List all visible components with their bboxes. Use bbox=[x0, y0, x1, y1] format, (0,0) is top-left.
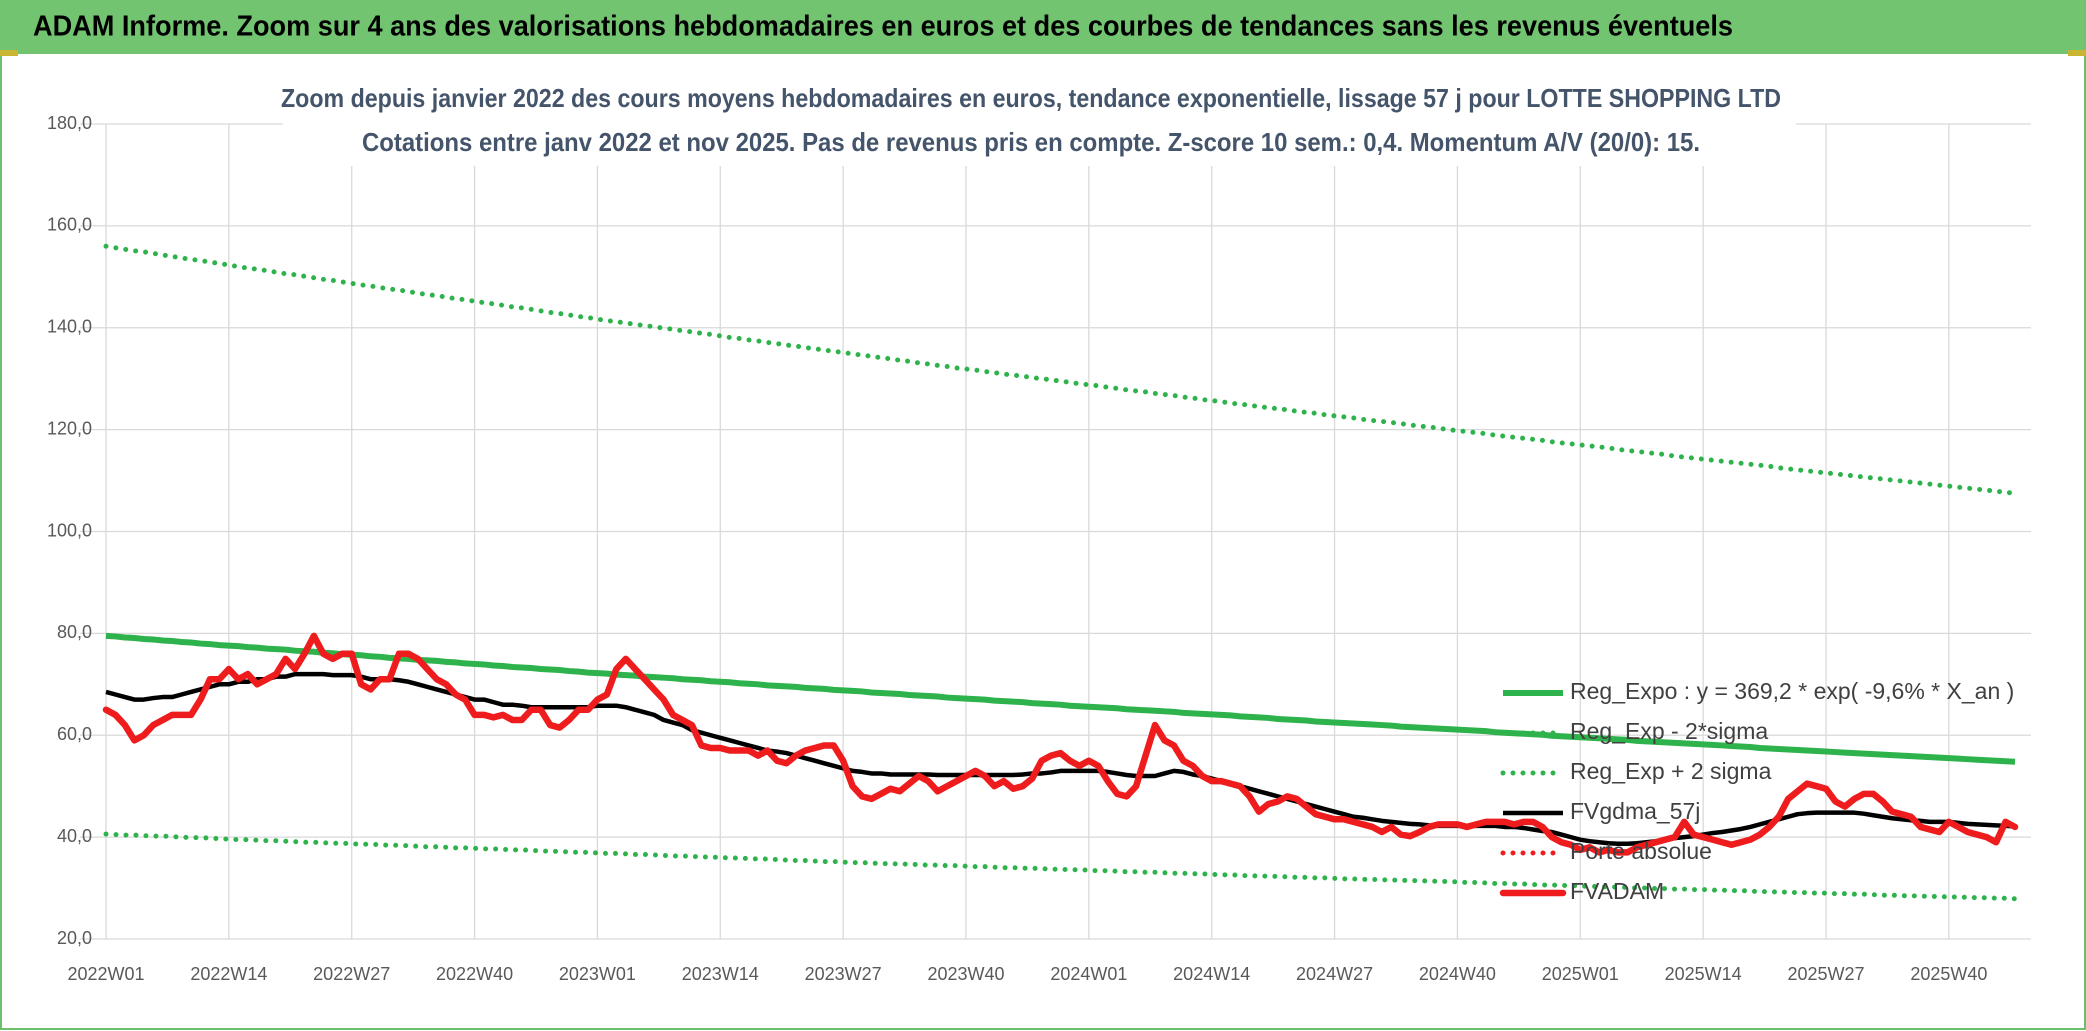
x-tick-label: 2023W27 bbox=[805, 964, 882, 984]
legend-label: FVADAM bbox=[1570, 878, 1664, 904]
title-bar bbox=[0, 0, 2086, 54]
y-tick-label: 180,0 bbox=[47, 113, 92, 133]
page-title: ADAM Informe. Zoom sur 4 ans des valoris… bbox=[33, 11, 1733, 43]
subtitle: Zoom depuis janvier 2022 des cours moyen… bbox=[281, 83, 1781, 113]
x-tick-label: 2024W27 bbox=[1296, 964, 1373, 984]
x-tick-label: 2023W40 bbox=[927, 964, 1004, 984]
series-line bbox=[105, 632, 2016, 765]
series-line bbox=[102, 632, 2019, 856]
x-tick-label: 2024W14 bbox=[1173, 964, 1250, 984]
subtitle: Cotations entre janv 2022 et nov 2025. P… bbox=[362, 127, 1700, 157]
y-tick-label: 60,0 bbox=[57, 724, 92, 744]
x-tick-label: 2025W40 bbox=[1910, 964, 1987, 984]
y-tick-label: 40,0 bbox=[57, 826, 92, 846]
y-tick-label: 100,0 bbox=[47, 520, 92, 540]
x-tick-label: 2022W27 bbox=[313, 964, 390, 984]
x-tick-label: 2025W14 bbox=[1665, 964, 1742, 984]
x-tick-label: 2024W01 bbox=[1050, 964, 1127, 984]
corner bbox=[0, 50, 18, 56]
series-line bbox=[103, 831, 2018, 902]
x-tick-label: 2022W14 bbox=[190, 964, 267, 984]
y-tick-label: 80,0 bbox=[57, 622, 92, 642]
legend-label: Reg_Exp + 2 sigma bbox=[1570, 758, 1772, 784]
x-tick-label: 2022W01 bbox=[67, 964, 144, 984]
series-line bbox=[103, 243, 2018, 496]
y-tick-label: 20,0 bbox=[57, 928, 92, 948]
y-tick-label: 120,0 bbox=[47, 418, 92, 438]
x-tick-label: 2023W14 bbox=[682, 964, 759, 984]
subtitle-box bbox=[283, 80, 1796, 166]
x-tick-label: 2024W40 bbox=[1419, 964, 1496, 984]
x-tick-label: 2022W40 bbox=[436, 964, 513, 984]
legend-label: Porte absolue bbox=[1570, 838, 1712, 864]
legend: Reg_Expo : y = 369,2 * exp( -9,6% * X_an… bbox=[1499, 678, 2014, 904]
plot-lines bbox=[102, 243, 2019, 902]
y-tick-label: 160,0 bbox=[47, 215, 92, 235]
legend-label: FVgdma_57j bbox=[1570, 798, 1700, 824]
y-tick-label: 140,0 bbox=[47, 317, 92, 337]
legend-label: Reg_Exp - 2*sigma bbox=[1570, 718, 1768, 744]
corner bbox=[2068, 50, 2086, 56]
x-tick-label: 2025W01 bbox=[1542, 964, 1619, 984]
x-tick-label: 2023W01 bbox=[559, 964, 636, 984]
x-tick-label: 2025W27 bbox=[1787, 964, 1864, 984]
legend-label: Reg_Expo : y = 369,2 * exp( -9,6% * X_an… bbox=[1570, 678, 2014, 704]
